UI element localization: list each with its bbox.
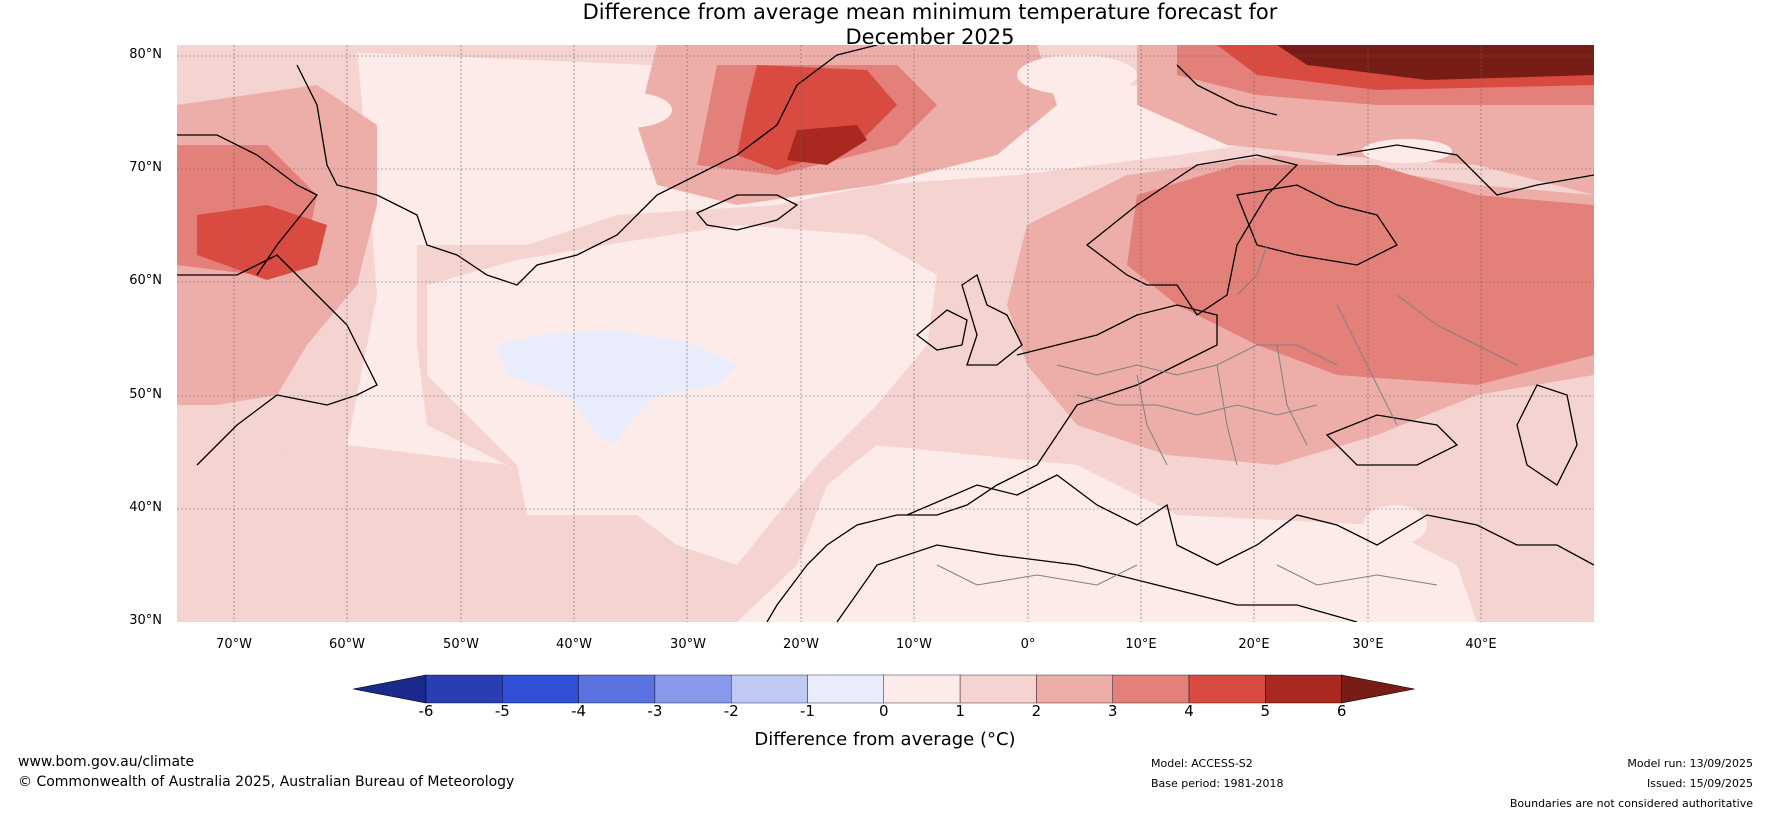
colorbar-segment <box>959 674 1037 704</box>
colorbar-tick-label: -6 <box>418 702 434 720</box>
coastline-scandinavia <box>1085 154 1299 316</box>
lon-label-70w: 70°W <box>216 637 252 652</box>
colorbar-tick-label: -3 <box>647 702 663 720</box>
lon-label-30e: 30°E <box>1352 637 1384 652</box>
lat-label-70n: 70°N <box>129 160 162 175</box>
coastline-africa <box>836 544 1358 622</box>
colorbar-tick-label: -4 <box>571 702 587 720</box>
colorbar-segment <box>807 674 885 704</box>
lon-label-30w: 30°W <box>670 637 706 652</box>
anomaly-zone-3-4-scandinavia <box>1127 165 1594 385</box>
coastline-mediterranean <box>906 474 1594 566</box>
forecast-map <box>177 45 1594 622</box>
lon-label-20e: 20°E <box>1238 637 1270 652</box>
coastline-novaya-zemlya <box>1176 64 1278 116</box>
colorbar-tick-label: 0 <box>879 702 889 720</box>
footer-site: www.bom.gov.au/climate <box>18 754 195 770</box>
lat-label-40n: 40°N <box>129 500 162 515</box>
lon-label-40w: 40°W <box>556 637 592 652</box>
colorbar-segment <box>578 674 656 704</box>
anomaly-zone-negative <box>497 330 737 445</box>
country-borders <box>936 244 1518 586</box>
lat-label-60n: 60°N <box>129 273 162 288</box>
lon-label-10w: 10°W <box>896 637 932 652</box>
anomaly-zone-pale-north <box>582 92 672 128</box>
lon-label-50w: 50°W <box>443 637 479 652</box>
colorbar-segment <box>1265 674 1342 704</box>
colorbar-segment <box>731 674 808 704</box>
colorbar-segment <box>1188 674 1266 704</box>
coastline-finland <box>1236 184 1398 266</box>
anomaly-zone-pale-barents <box>1362 139 1452 163</box>
anomaly-zone-0-1-atlantic <box>427 225 937 565</box>
footer-copyright: © Commonwealth of Australia 2025, Austra… <box>18 774 515 790</box>
colorbar-segment <box>883 674 961 704</box>
footer-base-period: Base period: 1981-2018 <box>1151 777 1284 790</box>
colorbar-tick-label: 1 <box>955 702 965 720</box>
lon-label-10e: 10°E <box>1125 637 1157 652</box>
lat-label-50n: 50°N <box>129 387 162 402</box>
lat-label-30n: 30°N <box>129 613 162 628</box>
coastline-britain <box>961 273 1023 366</box>
footer-model-run: Model run: 13/09/2025 <box>1627 757 1753 770</box>
lon-label-20w: 20°W <box>783 637 819 652</box>
colorbar-segment <box>502 674 579 704</box>
coastline-europe <box>766 304 1218 622</box>
coastline-black-sea <box>1325 414 1459 466</box>
lon-label-60w: 60°W <box>329 637 365 652</box>
lon-label-0: 0° <box>1020 637 1036 652</box>
lat-label-80n: 80°N <box>129 47 162 62</box>
lon-label-40e: 40°E <box>1465 637 1497 652</box>
colorbar-segment <box>1036 674 1113 704</box>
anomaly-zone-above-6-arctic <box>1277 45 1594 80</box>
coastline-greenland <box>296 45 878 286</box>
colorbar-extend-low <box>353 674 427 704</box>
colorbar-label: Difference from average (°C) <box>754 729 1016 750</box>
colorbar-tick-label: -5 <box>494 702 510 720</box>
anomaly-zone-5-6-greenland <box>787 125 867 165</box>
colorbar-tick-label: 6 <box>1336 702 1347 720</box>
anomaly-zone-pale-levant <box>1363 505 1427 545</box>
colorbar-tick-label: 4 <box>1184 702 1194 720</box>
colorbar-tick-label: 2 <box>1031 702 1042 720</box>
anomaly-zone-pale-arctic <box>1017 55 1137 95</box>
footer-issued: Issued: 15/09/2025 <box>1646 777 1753 790</box>
footer-model: Model: ACCESS-S2 <box>1151 757 1253 770</box>
colorbar <box>353 674 1415 704</box>
colorbar-tick-label: -2 <box>723 702 739 720</box>
colorbar-segment <box>654 674 732 704</box>
coastline-iceland <box>695 194 799 231</box>
coastlines <box>177 45 1594 622</box>
coastline-labrador <box>177 254 378 466</box>
map-title-line1: Difference from average mean minimum tem… <box>582 0 1278 24</box>
anomaly-zone-1-2-south <box>177 445 607 622</box>
coastline-caspian <box>1516 384 1578 486</box>
graticule <box>177 45 1594 622</box>
colorbar-segment <box>425 674 503 704</box>
colorbar-tick-label: 5 <box>1260 702 1271 720</box>
coastline-baffin <box>177 134 319 276</box>
map-title: Difference from average mean minimum tem… <box>230 0 1630 50</box>
footer-disclaimer: Boundaries are not considered authoritat… <box>1509 797 1753 810</box>
coastline-arctic-russia <box>1336 144 1594 196</box>
colorbar-tick-label: -1 <box>800 702 815 720</box>
colorbar-segment <box>1112 674 1190 704</box>
colorbar-extend-high <box>1341 674 1415 704</box>
colorbar-tick-label: 3 <box>1107 702 1118 720</box>
coastline-ireland <box>915 309 968 351</box>
